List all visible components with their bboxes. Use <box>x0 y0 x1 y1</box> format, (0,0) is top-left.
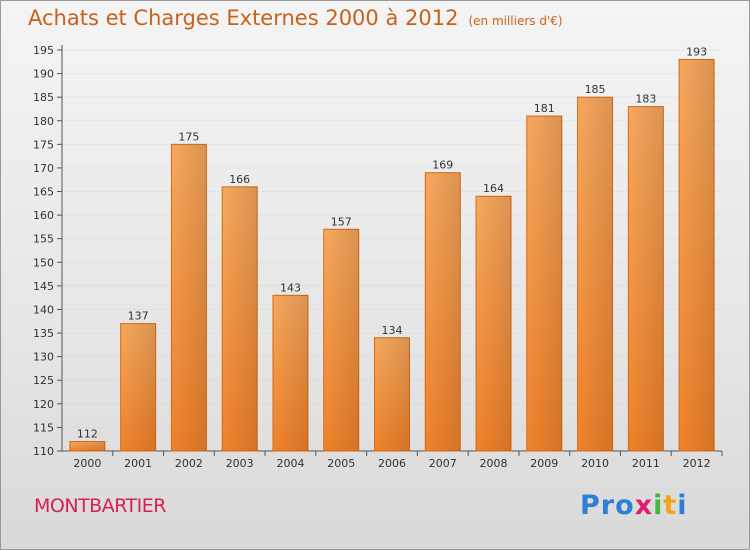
x-tick-label: 2004 <box>276 457 304 470</box>
x-tick-label: 2008 <box>480 457 508 470</box>
y-tick-label: 175 <box>33 138 54 151</box>
value-label: 181 <box>534 102 555 115</box>
bar-shade-2002 <box>171 144 207 451</box>
value-label: 112 <box>77 428 98 441</box>
x-tick-label: 2007 <box>429 457 457 470</box>
bar-shade-2000 <box>69 441 105 451</box>
chart-subtitle: (en milliers d'€) <box>468 14 563 28</box>
bar-shade-2010 <box>577 97 613 452</box>
value-label: 134 <box>382 324 403 337</box>
y-tick-label: 155 <box>33 233 54 246</box>
bar-shade-2003 <box>222 186 258 451</box>
y-tick-label: 150 <box>33 256 54 269</box>
logo-letter: i <box>677 490 688 521</box>
x-tick-label: 2005 <box>327 457 355 470</box>
y-tick-label: 170 <box>33 162 54 175</box>
value-label: 143 <box>280 281 301 294</box>
y-tick-label: 115 <box>33 421 54 434</box>
logo-letter: i <box>653 490 664 521</box>
bar-shade-2006 <box>374 337 410 451</box>
y-tick-label: 120 <box>33 398 54 411</box>
logo-letter: r <box>600 490 616 521</box>
x-tick-label: 2002 <box>175 457 203 470</box>
logo-letter: t <box>663 490 678 521</box>
y-tick-label: 135 <box>33 327 54 340</box>
bar-shade-2005 <box>323 229 359 451</box>
chart-title: Achats et Charges Externes 2000 à 2012 (e… <box>28 6 563 30</box>
logo-letter: x <box>634 490 654 521</box>
value-label: 164 <box>483 182 504 195</box>
y-tick-label: 145 <box>33 280 54 293</box>
logo-letter: P <box>580 490 601 521</box>
y-tick-label: 195 <box>33 44 54 57</box>
x-tick-label: 2003 <box>226 457 254 470</box>
bar-shade-2007 <box>425 172 461 452</box>
value-label: 193 <box>686 45 707 58</box>
value-label: 166 <box>229 173 250 186</box>
bar-shade-2008 <box>476 196 512 451</box>
logo-letter: o <box>615 490 635 521</box>
y-tick-label: 165 <box>33 186 54 199</box>
bar-shade-2004 <box>272 295 308 451</box>
y-tick-label: 160 <box>33 209 54 222</box>
value-label: 185 <box>585 83 606 96</box>
x-tick-label: 2000 <box>73 457 101 470</box>
bar-shade-2011 <box>628 106 664 452</box>
x-tick-label: 2012 <box>683 457 711 470</box>
bar-shade-2001 <box>120 323 156 451</box>
x-tick-label: 2011 <box>632 457 660 470</box>
y-tick-label: 190 <box>33 68 54 81</box>
y-tick-label: 125 <box>33 374 54 387</box>
value-label: 183 <box>635 93 656 106</box>
x-tick-label: 2009 <box>530 457 558 470</box>
y-tick-label: 140 <box>33 303 54 316</box>
town-name: MONTBARTIER <box>34 495 166 517</box>
y-tick-label: 180 <box>33 115 54 128</box>
x-tick-label: 2001 <box>124 457 152 470</box>
proxiti-logo: Proxiti <box>580 490 688 521</box>
x-tick-label: 2006 <box>378 457 406 470</box>
value-label: 157 <box>331 215 352 228</box>
y-tick-label: 185 <box>33 91 54 104</box>
y-tick-label: 110 <box>33 445 54 458</box>
value-label: 137 <box>128 310 149 323</box>
value-label: 175 <box>178 130 199 143</box>
bar-shade-2009 <box>526 116 562 451</box>
bar-shade-2012 <box>679 59 715 451</box>
value-label: 169 <box>432 159 453 172</box>
x-tick-label: 2010 <box>581 457 609 470</box>
y-tick-label: 130 <box>33 351 54 364</box>
